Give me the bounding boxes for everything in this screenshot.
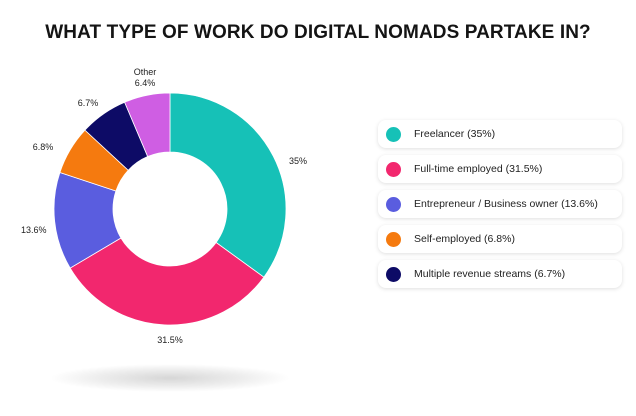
legend-label-full-time-employed: Full-time employed (31.5%) (414, 163, 543, 175)
legend-label-freelancer: Freelancer (35%) (414, 128, 496, 140)
legend-item-self-employed: Self-employed (6.8%) (378, 225, 622, 253)
slice-label-entrepreneur-business-owner: 13.6% (21, 225, 47, 235)
donut-slice-freelancer (169, 92, 287, 278)
legend-item-multiple-revenue-streams: Multiple revenue streams (6.7%) (378, 260, 622, 288)
legend: Freelancer (35%) Full-time employed (31.5… (378, 120, 622, 295)
legend-dot-multiple-revenue-streams (386, 266, 401, 282)
slice-label-freelancer: 35% (289, 156, 307, 166)
donut-slice-full-time-employed (69, 237, 265, 326)
slice-label-multiple-revenue-streams: 6.7% (78, 98, 99, 108)
slice-label-self-employed: 6.8% (33, 142, 54, 152)
donut-slice-other (124, 92, 171, 158)
legend-dot-entrepreneur-business-owner (386, 196, 401, 212)
legend-dot-self-employed (386, 231, 401, 247)
slice-label-other: Other 6.4% (134, 67, 157, 88)
legend-item-freelancer: Freelancer (35%) (378, 120, 622, 148)
legend-label-multiple-revenue-streams: Multiple revenue streams (6.7%) (414, 268, 566, 280)
legend-item-entrepreneur-business-owner: Entrepreneur / Business owner (13.6%) (378, 190, 622, 218)
legend-dot-freelancer (386, 126, 401, 142)
legend-label-self-employed: Self-employed (6.8%) (414, 233, 515, 245)
slice-label-full-time-employed: 31.5% (157, 335, 183, 345)
chart-shadow (50, 364, 290, 392)
legend-label-entrepreneur-business-owner: Entrepreneur / Business owner (13.6%) (414, 198, 598, 210)
legend-dot-full-time-employed (386, 161, 401, 177)
legend-item-full-time-employed: Full-time employed (31.5%) (378, 155, 622, 183)
chart-title: WHAT TYPE OF WORK DO DIGITAL NOMADS PART… (45, 22, 591, 43)
